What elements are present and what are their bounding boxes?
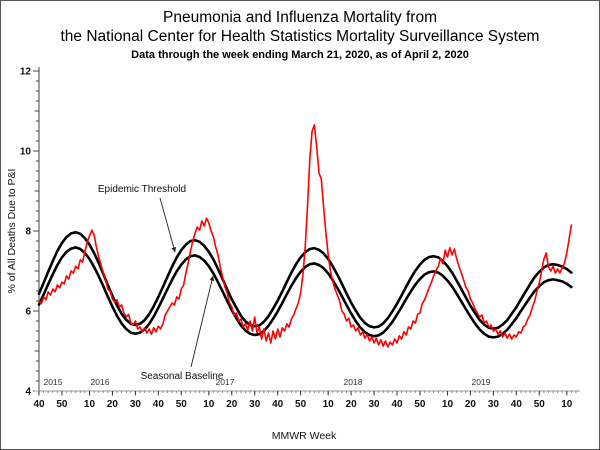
svg-text:10: 10 <box>442 399 454 410</box>
svg-text:40: 40 <box>391 399 403 410</box>
svg-text:10: 10 <box>84 399 96 410</box>
svg-text:6: 6 <box>25 307 31 318</box>
svg-text:20: 20 <box>346 399 358 410</box>
svg-text:10: 10 <box>203 399 215 410</box>
series-seasonal-baseline <box>37 246 573 339</box>
y-axis-title: % of All Deaths Due to P&I <box>6 169 18 294</box>
svg-text:2017: 2017 <box>216 377 235 387</box>
svg-text:50: 50 <box>295 399 307 410</box>
series-observed-weekly-p-i-mortality <box>38 124 573 348</box>
svg-text:50: 50 <box>56 399 68 410</box>
svg-text:8: 8 <box>25 227 31 238</box>
svg-text:30: 30 <box>130 399 142 410</box>
axes: 4 6 8 10 12 40 50 10 20 30 40 50 10 20 30 40 50 10 20 30 40 5… <box>20 67 580 410</box>
chart-title-line2: the National Center for Health Statistic… <box>60 28 540 46</box>
svg-text:50: 50 <box>534 399 546 410</box>
title-block: Pneumonia and Influenza Mortality from t… <box>1 8 599 61</box>
svg-text:10: 10 <box>20 147 32 158</box>
svg-text:20: 20 <box>107 399 119 410</box>
svg-text:12: 12 <box>20 67 32 78</box>
seasonal-baseline-arrow <box>190 275 215 368</box>
seasonal-baseline-label: Seasonal Baseline <box>141 371 224 382</box>
chart-subtitle: Data through the week ending March 21, 2… <box>131 48 469 61</box>
epidemic-threshold-arrow <box>159 197 177 253</box>
svg-text:20: 20 <box>465 399 477 410</box>
svg-text:10: 10 <box>561 399 573 410</box>
data-series <box>37 124 573 348</box>
svg-text:40: 40 <box>33 399 45 410</box>
svg-text:2018: 2018 <box>344 377 363 387</box>
svg-text:2015: 2015 <box>44 377 63 387</box>
svg-text:40: 40 <box>272 399 284 410</box>
annotation-seasonal-baseline: Seasonal Baseline <box>141 275 224 382</box>
epidemic-threshold-label: Epidemic Threshold <box>98 184 186 195</box>
svg-text:40: 40 <box>511 399 523 410</box>
svg-text:40: 40 <box>153 399 165 410</box>
svg-text:2016: 2016 <box>91 377 110 387</box>
svg-text:30: 30 <box>249 399 261 410</box>
x-axis-title: MMWR Week <box>272 430 337 442</box>
svg-text:10: 10 <box>323 399 335 410</box>
chart-title-line1: Pneumonia and Influenza Mortality from <box>163 9 437 26</box>
svg-text:4: 4 <box>25 387 31 398</box>
svg-text:50: 50 <box>176 399 188 410</box>
annotation-epidemic-threshold: Epidemic Threshold <box>98 184 186 253</box>
svg-text:2019: 2019 <box>472 377 491 387</box>
svg-text:30: 30 <box>488 399 500 410</box>
svg-text:30: 30 <box>368 399 380 410</box>
svg-text:20: 20 <box>226 399 238 410</box>
svg-text:50: 50 <box>414 399 426 410</box>
